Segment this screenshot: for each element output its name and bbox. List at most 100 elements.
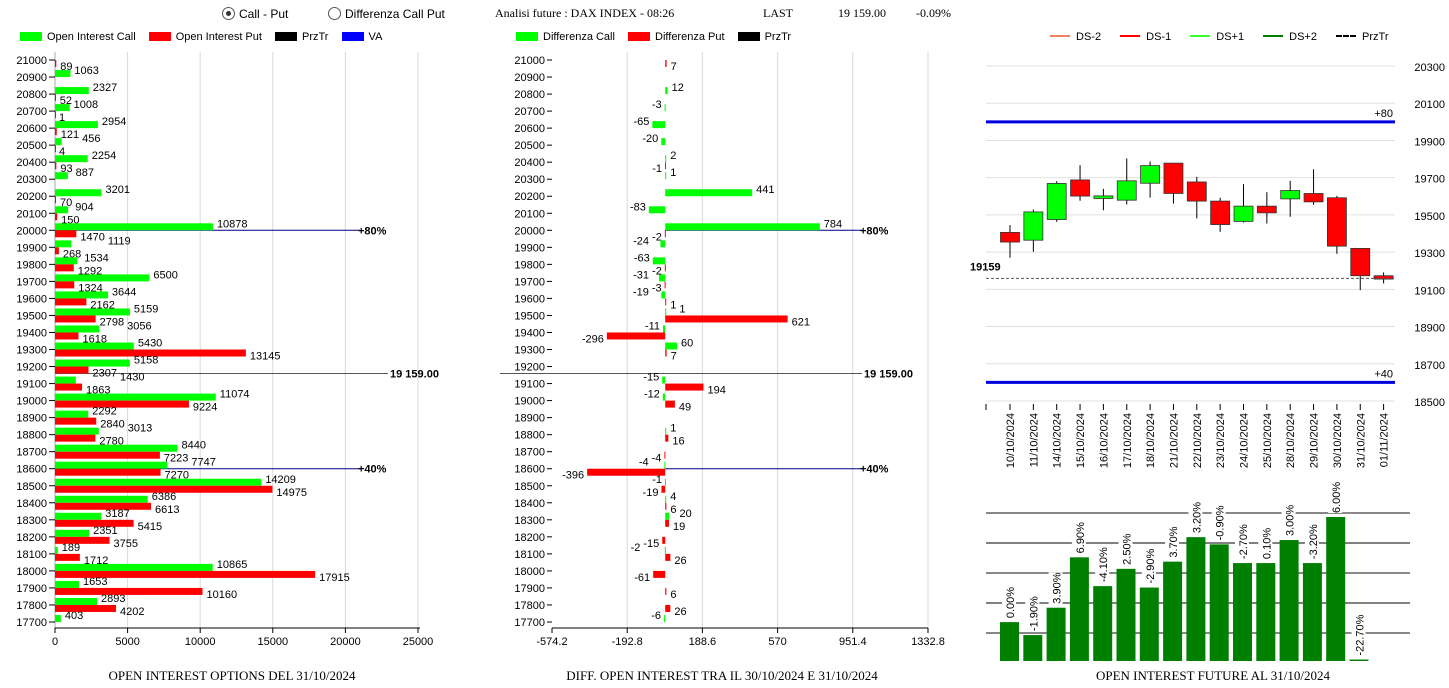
x-tick-label: 0 — [52, 636, 58, 648]
future-bar-label: 3.70% — [1168, 526, 1180, 557]
legend-line — [1190, 35, 1211, 37]
future-bar-label: 2.50% — [1122, 533, 1134, 564]
bar-diff-put — [665, 162, 667, 170]
y-tick-label: 19300 — [16, 345, 47, 357]
future-bar-label: -0.90% — [1215, 505, 1227, 540]
x-date-label: 22/10/2024 — [1192, 413, 1204, 468]
x-date-label: 25/10/2024 — [1262, 413, 1274, 468]
va-line-label: +80 — [1374, 108, 1393, 120]
y-tick-label: 20200 — [16, 191, 47, 203]
y-tick-label: 19200 — [16, 362, 47, 374]
bar-diff-call-label: 1 — [670, 167, 676, 179]
bar-diff-call-label: -15 — [643, 372, 659, 384]
bar-put-label: 70 — [60, 197, 72, 209]
y-tick-label: 20100 — [514, 208, 545, 220]
future-bar — [1256, 563, 1276, 661]
bar-put — [55, 111, 56, 119]
y-tick-label: 20800 — [16, 89, 47, 101]
bar-put — [55, 213, 58, 221]
bar-diff-put-label: 26 — [674, 555, 686, 567]
bar-diff-call-label: -19 — [633, 286, 649, 298]
bar-put-label: 4202 — [120, 606, 144, 618]
bar-diff-call — [665, 155, 667, 163]
last-value: 19 159.00 — [838, 6, 886, 20]
future-bar — [1209, 544, 1229, 661]
y-tick-label: 20600 — [514, 123, 545, 135]
legend-swatch — [275, 32, 297, 41]
bar-diff-call — [664, 461, 666, 469]
future-bar-label: 0.10% — [1261, 528, 1273, 559]
y-tick-label: 19800 — [16, 259, 47, 271]
bar-diff-call — [661, 138, 666, 146]
bar-diff-call-label: -2 — [631, 542, 641, 554]
y-tick-label: 18100 — [16, 549, 47, 561]
radio-unchecked-icon[interactable] — [328, 7, 341, 20]
bar-diff-call-label: -12 — [644, 389, 660, 401]
future-bar — [1046, 607, 1066, 661]
bar-label-bg — [1188, 501, 1203, 534]
bar-label-bg — [1281, 504, 1296, 537]
bar-call-label: 1430 — [120, 372, 144, 384]
future-bar — [1186, 537, 1206, 661]
radio-call-put[interactable]: Call - Put — [222, 7, 288, 21]
bar-diff-put-label: -15 — [643, 538, 659, 550]
bar-put-label: 121 — [61, 129, 79, 141]
bar-call — [55, 376, 76, 384]
bar-diff-put-label: -396 — [562, 470, 584, 482]
bar-diff-put-label: 1 — [670, 299, 676, 311]
bar-diff-call-label: -24 — [633, 235, 649, 247]
bar-diff-put-label: -1 — [652, 163, 662, 175]
bar-put-label: 268 — [63, 248, 81, 260]
y-tick-label: 18900 — [514, 413, 545, 425]
bar-diff-put — [664, 230, 666, 238]
future-bar — [1233, 563, 1252, 661]
bar-put — [55, 519, 134, 527]
y-tick-label: 20500 — [514, 140, 545, 152]
bar-label-bg — [1165, 526, 1180, 558]
legend-item-prztr: PrzTr — [275, 31, 328, 43]
y-tick-label: 18700 — [1414, 360, 1445, 372]
legend-label: Differenza Call — [543, 31, 615, 43]
bar-label-bg — [1304, 521, 1319, 560]
bar-call-label: 3644 — [112, 286, 136, 298]
bar-put-label: 1863 — [86, 385, 110, 397]
x-tick-label: 5000 — [115, 636, 139, 648]
x-tick-label: 951.4 — [839, 636, 867, 648]
bar-put-label: 2162 — [90, 299, 114, 311]
bar-diff-call — [664, 104, 666, 112]
bar-call — [55, 104, 70, 112]
bar-put-label: 1324 — [78, 282, 102, 294]
bar-diff-call-label: -11 — [645, 320, 660, 332]
radio-call-put-label: Call - Put — [239, 7, 289, 21]
bar-diff-call — [652, 121, 666, 129]
radio-checked-icon[interactable] — [222, 7, 235, 20]
bar-call-label: 456 — [82, 133, 100, 145]
future-bar — [1139, 587, 1159, 661]
bar-diff-put-label: 16 — [672, 436, 684, 448]
candle-down — [1373, 275, 1394, 280]
bar-put — [55, 281, 75, 289]
legend-item-prztr: PrzTr — [737, 31, 791, 43]
bar-diff-put — [664, 281, 666, 289]
y-tick-label: 17800 — [16, 600, 47, 612]
y-tick-label: 19800 — [514, 259, 545, 271]
bar-diff-put — [665, 315, 788, 323]
bar-call — [55, 410, 89, 418]
bar-diff-put-label: -19 — [643, 487, 659, 499]
x-date-label: 01/11/2024 — [1379, 413, 1391, 467]
radio-differenza[interactable]: Differenza Call Put — [328, 7, 445, 21]
bar-put-label: 17915 — [319, 572, 350, 584]
radio-differenza-label: Differenza Call Put — [345, 7, 445, 21]
y-tick-label: 19900 — [16, 242, 47, 254]
bar-label-bg — [1211, 502, 1226, 541]
bar-diff-call — [652, 257, 666, 265]
future-bar-label: 6.90% — [1075, 522, 1087, 553]
y-tick-label: 19000 — [16, 396, 47, 408]
x-date-label: 17/10/2024 — [1122, 413, 1134, 468]
bar-diff-call-label: -20 — [642, 133, 658, 145]
legend-label: DS+2 — [1289, 31, 1317, 43]
bar-diff-call-label: 1 — [679, 303, 685, 315]
legend-swatch — [20, 32, 42, 41]
bar-diff-put-label: -61 — [634, 572, 650, 584]
future-bar-label: -2.90% — [1145, 548, 1157, 583]
